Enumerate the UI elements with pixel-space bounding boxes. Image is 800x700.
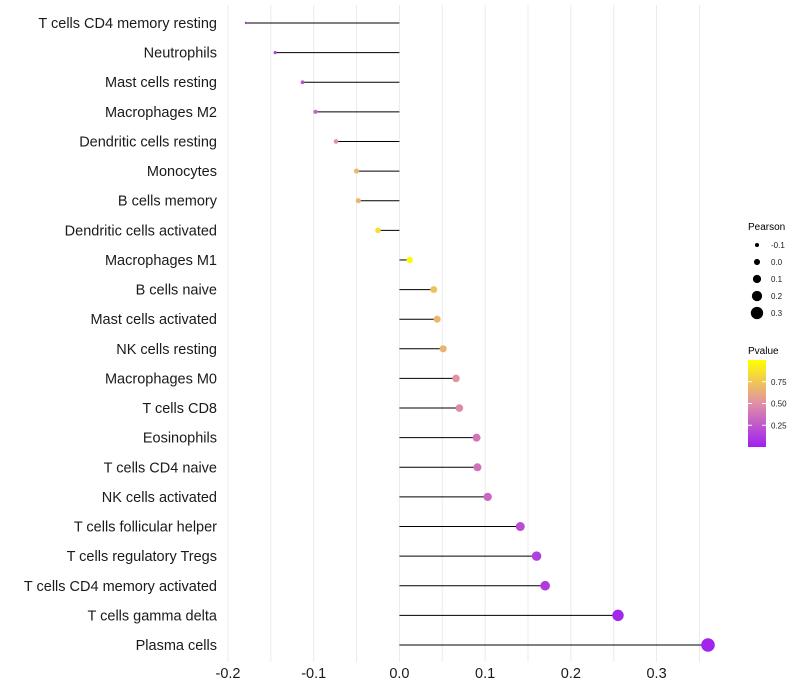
y-axis-labels: T cells CD4 memory resting Neutrophils Mas…: [24, 16, 218, 654]
legend-size-items: -0.1 0.0 0.1 0.2 0.3: [750, 241, 785, 320]
point: [531, 551, 542, 561]
x-tick-label: 0.3: [646, 666, 666, 682]
y-tick-label: Neutrophils: [144, 46, 217, 62]
legend-size-label: 0.3: [771, 309, 783, 318]
point: [313, 109, 318, 114]
legend-size-label: -0.1: [771, 241, 785, 250]
x-tick-label: 0.0: [389, 666, 409, 682]
point: [375, 227, 381, 234]
legend-color-label: 0.50: [771, 400, 787, 409]
y-tick-label: T cells follicular helper: [74, 520, 217, 536]
x-tick-label: 0.2: [561, 666, 581, 682]
point: [515, 521, 525, 532]
point: [433, 315, 441, 323]
point: [244, 21, 248, 25]
y-tick-label: B cells memory: [118, 194, 218, 210]
y-tick-label: Mast cells activated: [90, 312, 217, 328]
y-tick-label: Macrophages M1: [105, 253, 217, 269]
y-tick-label: Macrophages M2: [105, 105, 217, 121]
point: [455, 404, 464, 412]
point: [473, 463, 482, 472]
y-tick-label: B cells naive: [136, 283, 217, 299]
y-tick-label: T cells CD4 naive: [104, 460, 217, 476]
y-tick-label: T cells CD8: [142, 401, 217, 417]
point: [540, 580, 550, 591]
point: [354, 168, 360, 174]
point: [430, 286, 438, 294]
point: [452, 374, 460, 383]
legend-color-items: 0.75 0.50 0.25: [748, 378, 787, 430]
y-tick-label: NK cells resting: [116, 342, 217, 358]
legend-color-label: 0.25: [771, 421, 787, 430]
legend-size-label: 0.2: [771, 292, 783, 301]
x-tick-label: -0.1: [301, 666, 326, 682]
legend-size-key: [754, 242, 760, 248]
y-tick-label: Monocytes: [147, 164, 217, 180]
point: [612, 609, 624, 622]
legend-color-label: 0.75: [771, 378, 787, 387]
y-tick-label: Dendritic cells resting: [79, 134, 217, 150]
legend-size-label: 0.1: [771, 275, 783, 284]
y-tick-label: Plasma cells: [136, 638, 217, 654]
y-tick-label: T cells gamma delta: [88, 608, 218, 624]
y-tick-label: Eosinophils: [143, 431, 217, 447]
y-tick-label: T cells CD4 memory activated: [24, 579, 217, 595]
x-tick-label: -0.2: [216, 666, 241, 682]
legend: Pearson -0.1 0.0 0.1 0.2 0.3 Pvalue 0.75 0.50…: [748, 222, 787, 447]
legend-size-label: 0.0: [771, 258, 783, 267]
legend-size-title: Pearson: [748, 222, 785, 233]
point: [406, 256, 413, 264]
point: [439, 345, 447, 353]
point: [355, 198, 361, 204]
point: [273, 51, 277, 55]
y-tick-label: Dendritic cells activated: [65, 223, 217, 239]
stems: [246, 22, 708, 646]
point: [333, 139, 339, 144]
point: [472, 433, 481, 442]
y-tick-label: T cells regulatory Tregs: [67, 549, 217, 565]
y-tick-label: Mast cells resting: [105, 75, 217, 91]
legend-size-key: [750, 306, 764, 320]
legend-color-title: Pvalue: [748, 346, 779, 357]
grid-lines: [227, 5, 700, 662]
point: [300, 80, 305, 85]
point: [701, 638, 715, 652]
legend-size-key: [752, 274, 762, 284]
legend-size-key: [751, 290, 763, 302]
y-tick-label: T cells CD4 memory resting: [38, 16, 217, 32]
y-tick-label: Macrophages M0: [105, 371, 217, 387]
legend-size-key: [753, 258, 761, 266]
x-tick-label: 0.1: [475, 666, 495, 682]
points: [244, 21, 715, 652]
y-tick-label: NK cells activated: [102, 490, 217, 506]
legend-colorbar: [748, 360, 766, 447]
x-axis-tick-labels: -0.2 -0.1 0.0 0.1 0.2 0.3: [216, 666, 667, 682]
point: [483, 492, 492, 502]
